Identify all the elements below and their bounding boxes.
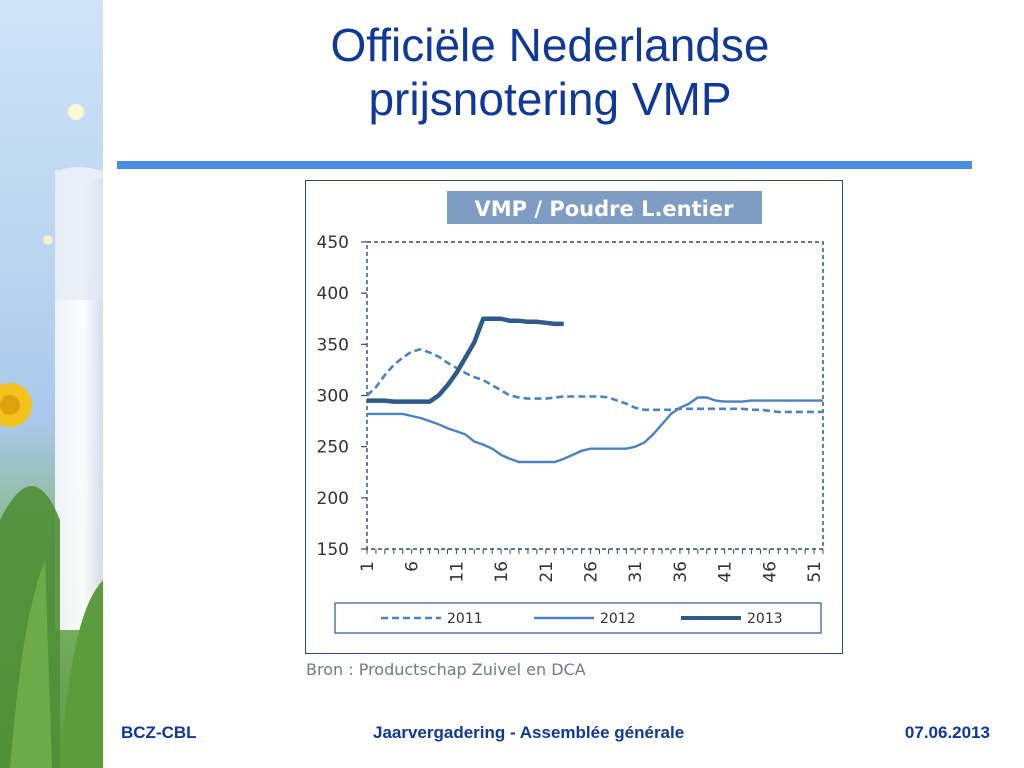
x-tick-label: 31 (626, 561, 646, 583)
chart-title: VMP / Poudre L.entier (475, 197, 735, 221)
legend-label-2012: 2012 (600, 611, 636, 627)
slide-title: Officiële Nederlandse prijsnotering VMP (120, 18, 980, 126)
title-line-1: Officiële Nederlandse (330, 19, 770, 71)
footer-organization: BCZ-CBL (121, 723, 197, 742)
y-tick-label: 150 (317, 540, 349, 560)
chart-title-box (447, 191, 762, 224)
series-line-2012 (367, 396, 823, 464)
y-tick-label: 350 (317, 335, 349, 355)
x-tick-label: 41 (716, 561, 736, 583)
y-tick-label: 300 (317, 387, 349, 407)
legend-label-2013: 2013 (747, 611, 783, 627)
title-line-2: prijsnotering VMP (368, 73, 732, 125)
x-tick-label: 26 (582, 561, 602, 583)
series-line-2013 (367, 316, 564, 404)
y-tick-label: 200 (317, 489, 349, 509)
decorative-side-image (0, 0, 103, 768)
y-tick-label: 400 (317, 284, 349, 304)
x-tick-label: 21 (537, 561, 557, 583)
x-tick-label: 46 (760, 561, 780, 583)
x-tick-label: 16 (492, 561, 512, 583)
x-tick-label: 6 (403, 561, 423, 572)
x-tick-label: 11 (447, 561, 467, 583)
legend-label-2011: 2011 (447, 611, 483, 627)
x-tick-label: 51 (805, 561, 825, 583)
x-tick-label: 36 (671, 561, 691, 583)
y-tick-label: 250 (317, 438, 349, 458)
source-note: Bron : Productschap Zuivel en DCA (306, 660, 586, 679)
y-tick-label: 450 (317, 233, 349, 253)
footer-date: 07.06.2013 (904, 723, 990, 742)
title-divider (117, 161, 972, 169)
line-chart: VMP / Poudre L.entier 150 200 250 300 350 400 4… (317, 191, 825, 634)
x-tick-label: 1 (358, 561, 378, 572)
footer-event: Jaarvergadering - Assemblée générale (373, 723, 685, 742)
chart-panel: VMP / Poudre L.entier 150 200 250 300 350 400 4… (305, 180, 843, 654)
series-line-2011 (366, 348, 823, 414)
